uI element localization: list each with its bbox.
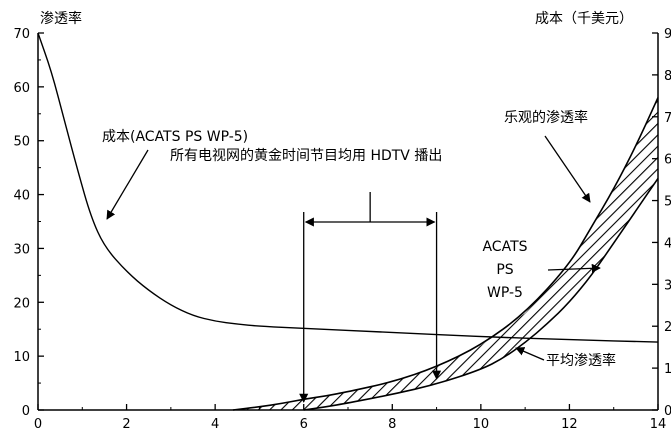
y-right-axis-ticks: 0 1 2 3 4 5 6 7 8 9 [652,27,671,419]
optimistic-annotation: 乐观的渗透率 [504,109,588,126]
acats-annotation-arrow [547,263,601,273]
x-tick-label: 8 [388,417,396,432]
y-left-tick-label: 70 [13,27,30,42]
x-tick-label: 10 [473,417,490,432]
series-line-optimistic-penetration [232,97,659,411]
series-line-average-penetration [303,177,659,411]
x-tick-label: 14 [650,417,667,432]
average-annotation: 平均渗透率 [546,352,616,369]
y-left-axis-title: 渗透率 [40,10,82,27]
y-right-tick-label: 7 [664,111,671,126]
x-tick-label: 4 [211,417,219,432]
y-right-tick-label: 1 [664,362,671,377]
y-right-tick-label: 3 [664,278,671,293]
acats-label-line-2: PS [496,262,513,278]
x-tick-label: 2 [122,417,130,432]
y-right-tick-label: 0 [664,404,671,419]
y-right-tick-label: 5 [664,195,671,210]
y-left-tick-label: 10 [13,350,30,365]
y-left-tick-label: 30 [13,242,30,257]
y-right-tick-label: 9 [664,27,671,42]
x-tick-label: 0 [34,417,42,432]
optimistic-annotation-arrow [544,135,591,203]
hdtv-range-bracket: 所有电视网的黄金时间节目均用 HDTV 播出 [170,147,442,403]
acats-label-line-1: ACATS [482,239,527,255]
acats-label-line-3: WP-5 [487,285,523,301]
y-left-tick-label: 50 [13,135,30,150]
annotations: 成本(ACATS PS WP-5) 乐观的渗透率 ACATS PS WP-5 平… [102,109,616,369]
y-right-tick-label: 4 [664,236,671,251]
y-right-tick-label: 2 [664,320,671,335]
x-axis-ticks: 0 2 4 6 8 10 12 14 [34,404,666,432]
y-left-axis-ticks: 0 10 20 30 40 50 60 70 [13,27,44,419]
y-left-tick-label: 40 [13,189,30,204]
x-tick-label: 6 [300,417,308,432]
y-left-tick-label: 20 [13,296,30,311]
range-bracket-label: 所有电视网的黄金时间节目均用 HDTV 播出 [170,147,442,164]
cost-annotation: 成本(ACATS PS WP-5) [102,129,248,145]
cost-annotation-arrow [106,149,149,220]
y-right-tick-label: 8 [664,69,671,84]
y-right-axis-title: 成本（千美元） [535,11,633,27]
y-right-tick-label: 6 [664,153,671,168]
series-line-cost [37,32,659,343]
x-tick-label: 12 [561,417,578,432]
y-left-tick-label: 0 [22,404,30,419]
y-left-tick-label: 60 [13,81,30,96]
average-annotation-arrow [515,347,545,361]
